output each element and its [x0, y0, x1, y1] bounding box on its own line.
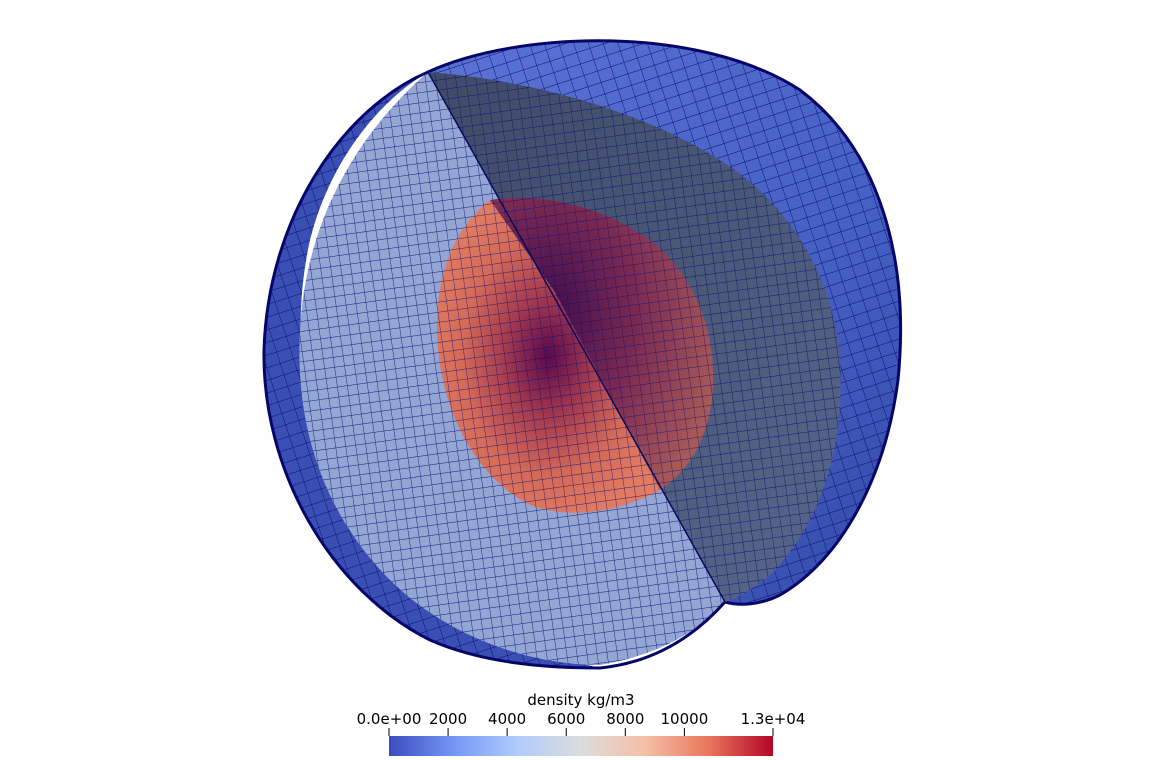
- sphere-outline: [262, 70, 727, 670]
- cut-edge: [427, 71, 726, 603]
- core-region: [436, 197, 714, 513]
